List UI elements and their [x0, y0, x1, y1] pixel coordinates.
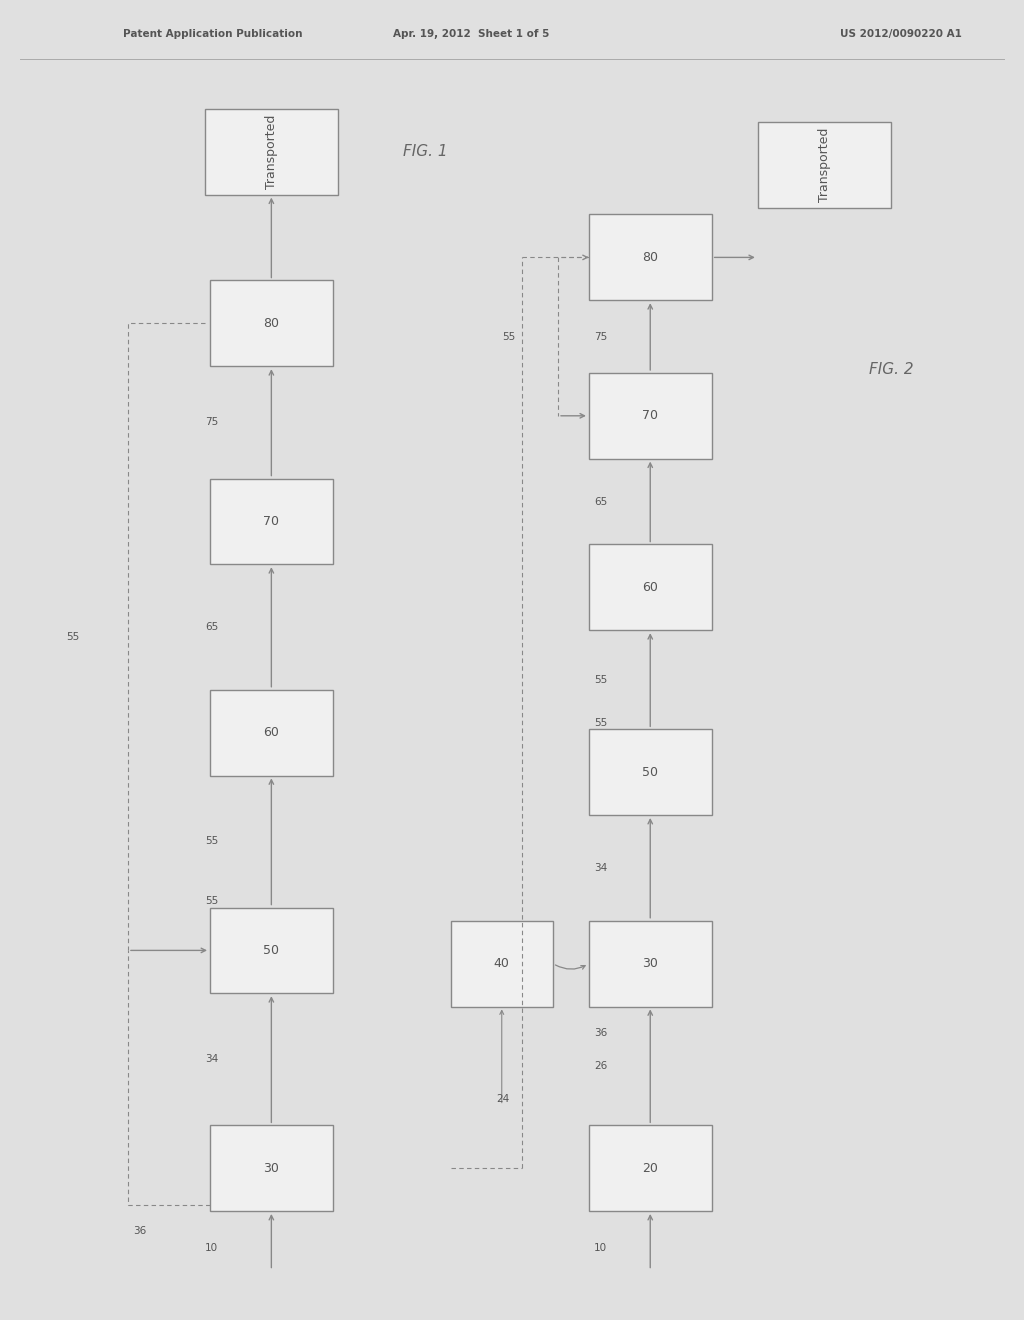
Text: 70: 70 — [642, 409, 658, 422]
Text: 80: 80 — [263, 317, 280, 330]
Text: 30: 30 — [642, 957, 658, 970]
Text: 70: 70 — [263, 515, 280, 528]
Text: FIG. 2: FIG. 2 — [868, 362, 913, 378]
Text: 50: 50 — [263, 944, 280, 957]
Text: 36: 36 — [594, 1028, 607, 1038]
Text: 50: 50 — [642, 766, 658, 779]
Text: US 2012/0090220 A1: US 2012/0090220 A1 — [840, 29, 963, 40]
Text: FIG. 1: FIG. 1 — [402, 144, 447, 160]
Text: 75: 75 — [594, 331, 607, 342]
FancyBboxPatch shape — [210, 280, 333, 366]
FancyBboxPatch shape — [451, 921, 553, 1006]
Text: 20: 20 — [642, 1162, 658, 1175]
Text: 65: 65 — [594, 496, 607, 507]
Text: 24: 24 — [497, 1094, 510, 1104]
Text: 36: 36 — [133, 1226, 146, 1236]
Text: Apr. 19, 2012  Sheet 1 of 5: Apr. 19, 2012 Sheet 1 of 5 — [393, 29, 549, 40]
Text: 34: 34 — [594, 863, 607, 873]
Text: 10: 10 — [594, 1243, 607, 1253]
FancyBboxPatch shape — [589, 214, 712, 300]
Text: 55: 55 — [502, 331, 515, 342]
FancyBboxPatch shape — [210, 1125, 333, 1212]
FancyBboxPatch shape — [758, 123, 891, 207]
Text: 80: 80 — [642, 251, 658, 264]
Text: 26: 26 — [594, 1061, 607, 1071]
Text: 60: 60 — [263, 726, 280, 739]
Text: 55: 55 — [205, 896, 218, 906]
FancyBboxPatch shape — [210, 689, 333, 776]
Text: 55: 55 — [67, 632, 80, 642]
FancyBboxPatch shape — [205, 110, 338, 195]
FancyBboxPatch shape — [589, 544, 712, 630]
Text: 55: 55 — [594, 675, 607, 685]
Text: 60: 60 — [642, 581, 658, 594]
Text: 75: 75 — [205, 417, 218, 428]
FancyBboxPatch shape — [210, 908, 333, 993]
Text: 10: 10 — [205, 1243, 218, 1253]
FancyBboxPatch shape — [210, 479, 333, 565]
Text: 65: 65 — [205, 622, 218, 632]
Text: 55: 55 — [594, 718, 607, 727]
FancyBboxPatch shape — [589, 372, 712, 458]
FancyBboxPatch shape — [589, 1125, 712, 1212]
Text: Transported: Transported — [265, 115, 278, 189]
FancyBboxPatch shape — [589, 921, 712, 1006]
Text: 55: 55 — [205, 837, 218, 846]
Text: 34: 34 — [205, 1055, 218, 1064]
Text: Patent Application Publication: Patent Application Publication — [123, 29, 302, 40]
Text: Transported: Transported — [818, 128, 830, 202]
Text: 40: 40 — [494, 957, 510, 970]
Text: 30: 30 — [263, 1162, 280, 1175]
FancyBboxPatch shape — [589, 729, 712, 816]
